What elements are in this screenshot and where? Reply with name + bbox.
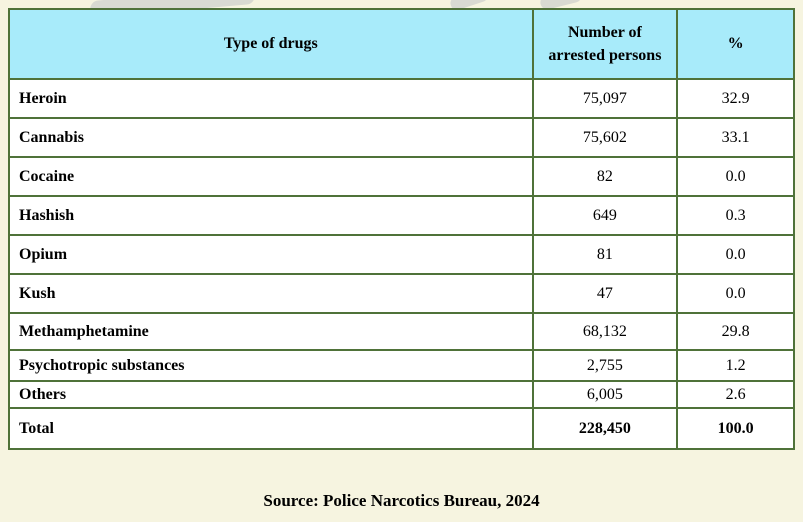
column-header-percent: % [676, 8, 795, 80]
count-cell: 649 [531, 195, 679, 236]
drug-name-cell: Cocaine [8, 156, 534, 197]
table-row-methamphetamine: Methamphetamine 68,132 29.8 [8, 312, 795, 351]
drug-name-cell: Cannabis [8, 117, 534, 158]
count-cell: 68,132 [531, 312, 679, 351]
table-row-heroin: Heroin 75,097 32.9 [8, 78, 795, 119]
pct-cell: 32.9 [676, 78, 795, 119]
count-cell: 75,602 [531, 117, 679, 158]
pct-cell: 0.0 [676, 273, 795, 314]
drug-name-cell: Hashish [8, 195, 534, 236]
pct-cell: 2.6 [676, 380, 795, 409]
table-header: Type of drugs Number of arrested persons… [8, 8, 795, 80]
count-cell: 81 [531, 234, 679, 275]
count-cell: 47 [531, 273, 679, 314]
drug-name-cell: Others [8, 380, 534, 409]
count-cell: 2,755 [531, 349, 679, 382]
header-row: Type of drugs Number of arrested persons… [8, 8, 795, 80]
source-citation: Source: Police Narcotics Bureau, 2024 [263, 491, 540, 510]
table-row-hashish: Hashish 649 0.3 [8, 195, 795, 236]
count-cell: 75,097 [531, 78, 679, 119]
table-row-others: Others 6,005 2.6 [8, 380, 795, 409]
column-header-arrested-persons: Number of arrested persons [531, 8, 679, 80]
pct-cell: 0.0 [676, 156, 795, 197]
table-row-cannabis: Cannabis 75,602 33.1 [8, 117, 795, 158]
count-cell: 6,005 [531, 380, 679, 409]
table-row-total: Total 228,450 100.0 [8, 407, 795, 450]
count-cell: 82 [531, 156, 679, 197]
pct-cell: 33.1 [676, 117, 795, 158]
drug-name-cell: Kush [8, 273, 534, 314]
drug-name-cell: Total [8, 407, 534, 450]
pct-cell: 0.0 [676, 234, 795, 275]
pct-cell: 29.8 [676, 312, 795, 351]
pct-cell: 0.3 [676, 195, 795, 236]
drug-name-cell: Heroin [8, 78, 534, 119]
drug-name-cell: Opium [8, 234, 534, 275]
column-header-type-of-drugs: Type of drugs [8, 8, 534, 80]
pct-cell: 100.0 [676, 407, 795, 450]
table-body: Heroin 75,097 32.9 Cannabis 75,602 33.1 … [8, 78, 795, 450]
pct-cell: 1.2 [676, 349, 795, 382]
table-row-opium: Opium 81 0.0 [8, 234, 795, 275]
table-row-psychotropic-substances: Psychotropic substances 2,755 1.2 [8, 349, 795, 382]
drug-arrest-statistics-table: Type of drugs Number of arrested persons… [8, 8, 795, 450]
table-row-cocaine: Cocaine 82 0.0 [8, 156, 795, 197]
count-cell: 228,450 [531, 407, 679, 450]
table-row-kush: Kush 47 0.0 [8, 273, 795, 314]
drug-name-cell: Methamphetamine [8, 312, 534, 351]
drug-name-cell: Psychotropic substances [8, 349, 534, 382]
